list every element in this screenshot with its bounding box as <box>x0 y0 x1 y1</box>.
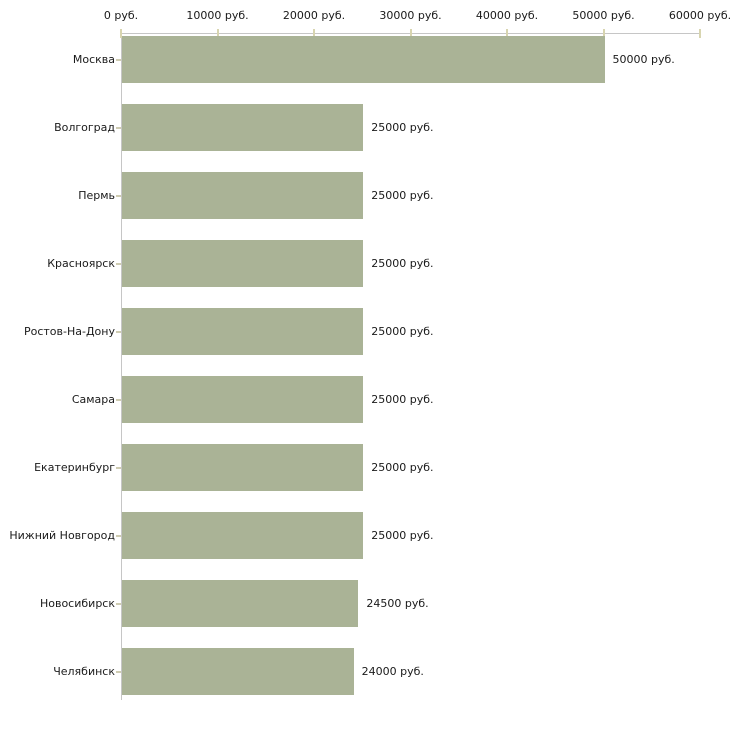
bar <box>122 172 364 219</box>
category-tick <box>116 466 121 469</box>
x-axis-tick-label: 50000 руб. <box>572 9 635 22</box>
x-axis-tick-label: 0 руб. <box>103 9 139 22</box>
category-label: Челябинск <box>53 664 115 678</box>
value-label: 25000 руб. <box>371 460 434 474</box>
category-label: Самара <box>71 392 115 406</box>
value-label: 24000 руб. <box>361 664 424 678</box>
category-tick <box>116 602 121 605</box>
value-label: 25000 руб. <box>371 188 434 202</box>
category-tick <box>116 670 121 673</box>
x-axis-tick <box>120 29 122 38</box>
x-axis-tick <box>602 29 605 38</box>
value-label: 25000 руб. <box>371 392 434 406</box>
bar <box>122 104 364 151</box>
x-axis-tick-label: 40000 руб. <box>475 9 539 22</box>
category-tick <box>116 262 121 265</box>
category-tick <box>116 126 121 129</box>
value-label: 25000 руб. <box>371 256 434 270</box>
value-label: 25000 руб. <box>371 528 434 542</box>
bar <box>122 580 359 627</box>
value-label: 24500 руб. <box>366 596 429 610</box>
x-axis-tick-label: 60000 руб. <box>668 9 730 22</box>
x-axis-tick <box>699 29 701 38</box>
bar <box>122 376 364 423</box>
x-axis-tick-label: 30000 руб. <box>379 9 442 22</box>
x-axis-tick-label: 20000 руб. <box>282 9 346 22</box>
category-tick <box>116 330 121 333</box>
bar <box>122 240 364 287</box>
category-label: Нижний Новгород <box>9 528 115 542</box>
x-axis-tick <box>313 29 315 38</box>
bar <box>122 444 364 491</box>
value-label: 25000 руб. <box>371 324 434 338</box>
y-axis-line <box>121 33 122 700</box>
category-label: Екатеринбург <box>34 460 115 474</box>
x-axis-tick <box>506 29 508 38</box>
bar <box>122 308 364 355</box>
bar <box>122 36 605 83</box>
category-tick <box>116 534 121 537</box>
category-label: Москва <box>72 52 115 66</box>
category-tick <box>116 398 121 401</box>
category-label: Новосибирск <box>39 596 115 610</box>
bar <box>122 512 364 559</box>
category-label: Ростов-На-Дону <box>23 324 115 338</box>
x-axis-tick <box>216 29 219 38</box>
x-axis-tick <box>409 29 412 38</box>
category-tick <box>116 194 121 197</box>
value-label: 25000 руб. <box>371 120 434 134</box>
category-label: Красноярск <box>47 256 115 270</box>
x-axis-tick-label: 10000 руб. <box>186 9 249 22</box>
value-label: 50000 руб. <box>612 52 675 66</box>
bar <box>122 648 354 695</box>
category-label: Пермь <box>78 188 115 202</box>
category-label: Волгоград <box>54 120 115 134</box>
category-tick <box>116 58 121 61</box>
